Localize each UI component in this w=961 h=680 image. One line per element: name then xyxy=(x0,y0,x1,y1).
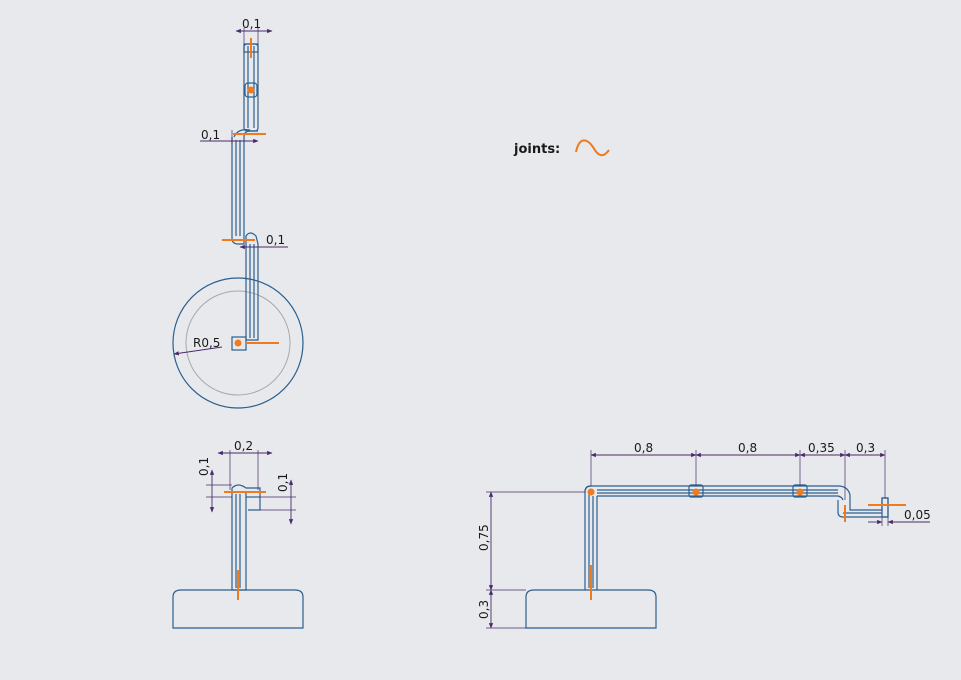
dim-side-seg1: 0,8 xyxy=(634,441,653,455)
joint-wave-icon xyxy=(575,139,610,157)
dim-side-seg4: 0,3 xyxy=(856,441,875,455)
dim-right-offset: 0,1 xyxy=(266,233,285,247)
dim-top-width: 0,1 xyxy=(242,17,261,31)
dim-left-offset: 0,1 xyxy=(201,128,220,142)
dim-side-tip: 0,05 xyxy=(904,508,931,522)
front-base xyxy=(172,589,304,629)
joints-legend-label: joints: xyxy=(513,142,560,157)
dim-side-seg3: 0,35 xyxy=(808,441,835,455)
dim-side-height: 0,75 xyxy=(477,524,491,551)
joints-legend: joints: xyxy=(513,139,610,157)
joint-marker xyxy=(692,488,700,496)
side-view: 0,8 0,8 0,35 0,3 0,75 0,3 0,05 xyxy=(477,441,931,629)
side-arm xyxy=(584,485,851,500)
dim-front-width: 0,2 xyxy=(234,439,253,453)
base-outer-circle xyxy=(172,277,304,409)
top-view: 0,1 0,1 0,1 R0,5 xyxy=(172,17,304,409)
front-view: 0,2 0,1 0,1 xyxy=(172,439,304,629)
base-inner-circle xyxy=(185,290,291,396)
dim-side-base: 0,3 xyxy=(477,600,491,619)
joint-marker xyxy=(796,488,804,496)
dim-front-left-height: 0,1 xyxy=(197,457,211,476)
side-base xyxy=(525,589,657,629)
dim-front-right-height: 0,1 xyxy=(276,473,290,492)
joint-marker xyxy=(587,488,595,496)
joint-marker xyxy=(247,86,255,94)
dim-radius: R0,5 xyxy=(193,336,220,350)
dim-side-seg2: 0,8 xyxy=(738,441,757,455)
